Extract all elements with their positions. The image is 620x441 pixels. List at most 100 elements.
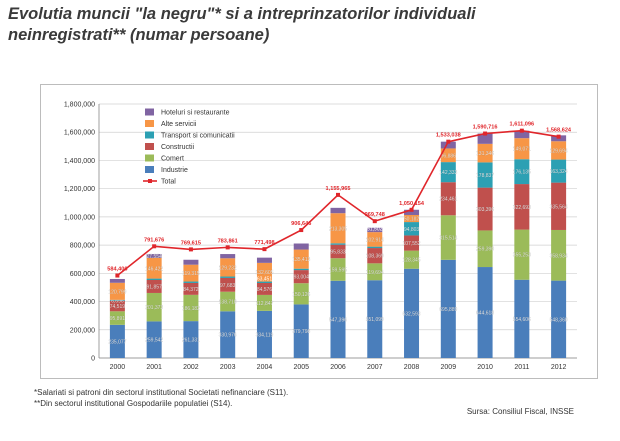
x-tick-label: 2009	[441, 364, 457, 371]
bar-value-label: 128,345	[402, 258, 420, 264]
bar-segment	[477, 133, 493, 144]
bar-value-label: 108,369	[366, 254, 384, 260]
bar-segment	[440, 148, 456, 163]
bar-segment	[220, 254, 236, 259]
bar-value-label: 27,554	[147, 254, 163, 260]
total-value-label: 1,155,965	[326, 186, 351, 192]
bar-value-label: 142,333	[439, 170, 457, 176]
bar-extra-label: 63,451	[257, 277, 273, 283]
bar-segment	[367, 246, 383, 249]
bar-segment	[404, 268, 420, 358]
bar-segment	[367, 263, 383, 281]
bar-value-label: 358,934	[550, 253, 568, 259]
x-tick-label: 2004	[257, 364, 273, 371]
bar-segment	[293, 249, 309, 269]
bar-segment	[109, 282, 125, 300]
legend-swatch	[145, 131, 154, 139]
bar-value-label: 261,331	[182, 338, 200, 344]
bar-segment	[551, 280, 567, 358]
x-tick-label: 2005	[293, 364, 309, 371]
bar-segment	[146, 278, 162, 280]
bar-value-label: 159,595	[329, 267, 347, 273]
bar-segment	[514, 130, 530, 139]
bar-value-label: 632,593	[402, 311, 420, 317]
bar-segment	[293, 268, 309, 271]
legend-label: Hoteluri si restaurante	[161, 110, 230, 117]
bar-value-label: 129,694	[550, 148, 568, 154]
x-tick-label: 2008	[404, 364, 420, 371]
bar-segment	[330, 207, 346, 214]
legend-label: Industrie	[161, 167, 188, 174]
total-value-label: 771,498	[254, 240, 274, 246]
source-note: Sursa: Consiliul Fiscal, INSSE	[466, 407, 574, 416]
bar-segment	[109, 278, 125, 283]
y-tick-label: 1,800,000	[64, 102, 95, 109]
bar-segment	[220, 258, 236, 277]
total-value-label: 783,861	[218, 238, 238, 244]
bar-segment	[551, 159, 567, 183]
bar-segment	[404, 214, 420, 223]
bar-segment	[477, 267, 493, 358]
total-marker	[299, 228, 304, 233]
x-tick-label: 2000	[110, 364, 126, 371]
y-tick-label: 1,600,000	[64, 130, 95, 137]
bar-segment	[477, 162, 493, 188]
bar-segment	[256, 282, 272, 295]
legend-swatch	[145, 154, 154, 162]
bar-value-label: 235,077	[108, 339, 126, 345]
bar-value-label: 135,413	[292, 257, 310, 263]
x-tick-label: 2006	[330, 364, 346, 371]
bar-value-label: 176,135	[513, 170, 531, 176]
bar-value-label: 146,422	[145, 266, 163, 272]
bar-value-label: 178,837	[476, 173, 494, 179]
y-tick-label: 1,200,000	[64, 186, 95, 193]
bar-value-label: 138,718	[219, 300, 237, 306]
y-tick-label: 1,000,000	[64, 214, 95, 221]
bar-value-label: 335,564	[550, 204, 568, 210]
total-value-label: 1,568,624	[546, 128, 572, 134]
bar-segment	[293, 283, 309, 305]
legend-label: Transport si comunicatii	[161, 133, 235, 140]
bar-value-label: 97,683	[220, 283, 236, 289]
bar-value-label: 94,803	[404, 227, 420, 233]
bar-segment	[256, 262, 272, 282]
bar-segment	[330, 244, 346, 259]
bar-segment	[404, 250, 420, 269]
x-tick-label: 2007	[367, 364, 383, 371]
bar-value-label: 50,182	[404, 217, 420, 223]
bar-segment	[109, 299, 125, 301]
bar-value-label: 84,576	[257, 287, 273, 293]
bar-segment	[109, 300, 125, 312]
bar-segment	[330, 243, 346, 245]
bar-segment	[293, 304, 309, 358]
bar-value-label: 554,606	[513, 317, 531, 323]
x-tick-label: 2001	[146, 364, 162, 371]
bar-value-label: 379,798	[292, 329, 310, 335]
y-tick-label: 600,000	[70, 271, 95, 278]
total-marker	[188, 247, 193, 252]
bar-segment	[293, 270, 309, 284]
bar-value-label: 107,552	[402, 241, 420, 247]
bar-segment	[293, 243, 309, 250]
legend-label: Total	[161, 179, 176, 186]
bar-value-label: 6,696	[111, 298, 124, 304]
bar-segment	[183, 281, 199, 283]
total-value-label: 769,615	[181, 240, 201, 246]
bar-segment	[440, 215, 456, 260]
total-marker	[115, 273, 120, 278]
total-value-label: 1,050,154	[399, 201, 425, 207]
bar-segment	[220, 311, 236, 358]
legend-label: Comert	[161, 156, 184, 163]
bar-segment	[146, 292, 162, 322]
bar-value-label: 119,315	[182, 271, 200, 277]
bar-value-label: 149,071	[513, 147, 531, 153]
bar-segment	[330, 258, 346, 281]
total-marker	[483, 131, 488, 136]
bar-segment	[220, 277, 236, 292]
bar-value-label: 259,542	[145, 338, 163, 344]
chart-title: Evolutia muncii "la negru"* si a intrepr…	[8, 4, 608, 46]
bar-segment	[367, 232, 383, 247]
bar-value-label: 84,372	[183, 287, 199, 293]
bar-value-label: 259,390	[476, 247, 494, 253]
bar-value-label: 695,889	[439, 307, 457, 313]
